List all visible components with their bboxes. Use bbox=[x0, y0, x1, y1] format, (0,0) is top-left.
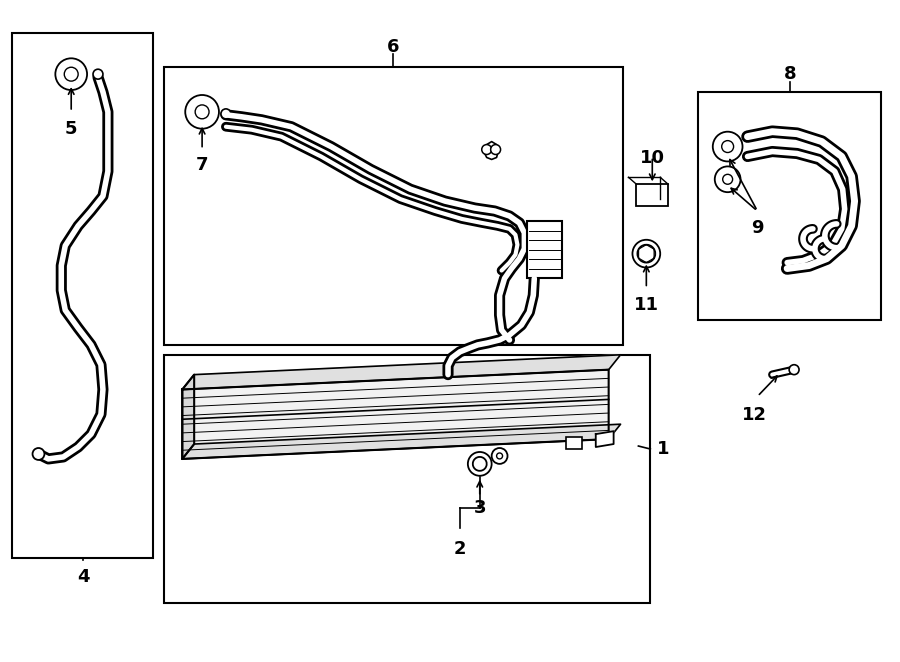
Circle shape bbox=[64, 68, 78, 81]
Circle shape bbox=[715, 166, 741, 192]
Polygon shape bbox=[183, 375, 194, 459]
Text: 3: 3 bbox=[473, 500, 486, 518]
Bar bbox=[165, 355, 651, 602]
Circle shape bbox=[32, 448, 44, 460]
Polygon shape bbox=[183, 355, 621, 389]
Circle shape bbox=[482, 144, 491, 154]
Bar bbox=[698, 92, 881, 320]
Text: 12: 12 bbox=[742, 406, 767, 424]
Circle shape bbox=[93, 70, 103, 79]
Circle shape bbox=[789, 365, 799, 375]
FancyBboxPatch shape bbox=[636, 184, 668, 206]
Bar bbox=[165, 68, 623, 345]
Text: 10: 10 bbox=[640, 148, 665, 167]
Polygon shape bbox=[596, 431, 614, 447]
Circle shape bbox=[497, 453, 502, 459]
Circle shape bbox=[491, 448, 508, 464]
Circle shape bbox=[220, 109, 231, 118]
Circle shape bbox=[185, 95, 219, 128]
Circle shape bbox=[55, 58, 87, 90]
Text: 1: 1 bbox=[657, 440, 670, 458]
Bar bbox=[566, 437, 582, 449]
Bar bbox=[12, 32, 152, 558]
Circle shape bbox=[491, 144, 500, 154]
Circle shape bbox=[195, 105, 209, 118]
Circle shape bbox=[713, 132, 742, 162]
Text: 2: 2 bbox=[454, 540, 466, 558]
Text: 7: 7 bbox=[196, 156, 208, 175]
Text: 8: 8 bbox=[784, 65, 796, 83]
Bar bbox=[527, 221, 562, 279]
Text: 4: 4 bbox=[76, 568, 89, 586]
Polygon shape bbox=[183, 424, 621, 459]
Text: 9: 9 bbox=[752, 219, 763, 237]
Text: 5: 5 bbox=[65, 120, 77, 138]
Text: 6: 6 bbox=[387, 38, 400, 56]
Text: 11: 11 bbox=[634, 297, 659, 314]
Circle shape bbox=[723, 174, 733, 184]
Polygon shape bbox=[183, 369, 608, 459]
Circle shape bbox=[722, 140, 734, 152]
